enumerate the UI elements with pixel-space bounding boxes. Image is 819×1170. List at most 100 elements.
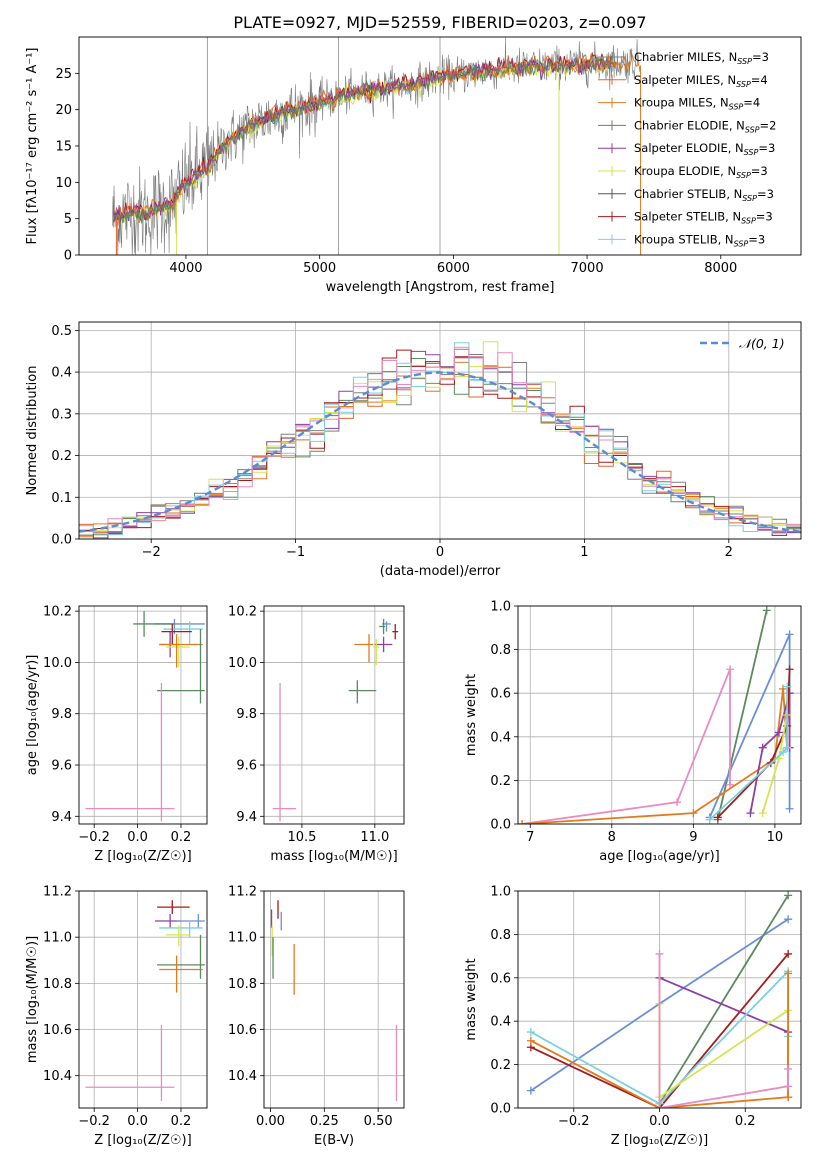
weight-marker: [783, 743, 792, 752]
y-tick-label: 25: [55, 67, 72, 82]
y-tick-label: 11.0: [228, 931, 257, 946]
y-axis-label: mass weight: [464, 958, 479, 1040]
weight-marker: [762, 606, 771, 615]
plot-area: [272, 618, 399, 822]
errorbar-point: [165, 925, 190, 947]
weight-marker: [758, 743, 767, 752]
y-tick-label: 10.6: [228, 1023, 257, 1038]
x-axis-label: age [log₁₀(age/yr)]: [599, 849, 720, 864]
mass-vs-ebv-panel: 0.00 0.25 0.50 10.4 10.6 10.8 11.0 11.2 E(B-V): [228, 885, 405, 1148]
errorbar-point: [165, 636, 190, 668]
errorbar-point: [85, 1024, 175, 1102]
grid: [264, 890, 404, 1108]
axes-frame: [78, 321, 802, 540]
x-tick-label: 0.0: [127, 830, 148, 845]
weight-marker: [526, 1086, 535, 1095]
x-tick-label: 0.0: [649, 1114, 670, 1129]
legend-label: Kroupa MILES, NSSP=4: [634, 96, 760, 112]
y-tick-label: 0.4: [51, 366, 72, 381]
axes-frame: [78, 605, 208, 825]
weight-marker: [774, 728, 783, 737]
x-axis-label: Z [log₁₀(Z/Z☉)]: [94, 849, 191, 864]
residuals-panel: −2 −1 0 1 2 0.0 0.1 0.2 0.3 0.4 0.5 (data-model)/er…: [25, 321, 802, 579]
legend-label: Chabrier MILES, NSSP=3: [634, 50, 769, 66]
x-tick-label: 7: [526, 830, 534, 845]
x-tick-label: 6000: [437, 261, 470, 276]
weight-marker: [779, 684, 788, 693]
errorbar-point: [373, 639, 380, 665]
weight-marker: [726, 665, 735, 674]
y-tick-label: 10: [55, 176, 72, 191]
legend-label: Kroupa STELIB, NSSP=3: [634, 232, 765, 248]
legend-label: Kroupa ELODIE, NSSP=3: [634, 164, 768, 180]
x-tick-label: 0.0: [127, 1114, 148, 1129]
y-tick-label: 10.0: [228, 656, 257, 671]
errorbar-point: [157, 900, 190, 915]
weight-series: [530, 953, 789, 1108]
axes-frame: [263, 890, 405, 1109]
y-tick-label: 0: [64, 249, 72, 264]
y-tick-label: 1.0: [490, 885, 511, 900]
y-tick-label: 9.8: [236, 707, 257, 722]
x-tick-label: 0: [436, 545, 444, 560]
y-axis-label: Flux [fλ10⁻¹⁷ erg cm⁻² s⁻¹ A⁻¹]: [25, 48, 40, 245]
y-tick-label: 0.6: [490, 687, 511, 702]
weight-marker: [785, 804, 794, 813]
weight-marker: [655, 949, 664, 958]
weight-marker: [784, 949, 793, 958]
y-tick-label: 0.4: [490, 730, 511, 745]
age-vs-mass-panel: 10.5 11.0 9.4 9.6 9.8 10.0 10.2 mass [log₁₀(M/M…: [228, 605, 405, 864]
weight-marker: [526, 1036, 535, 1045]
y-tick-label: 0.8: [490, 643, 511, 658]
y-tick-label: 0.2: [51, 449, 72, 464]
weight-marker: [784, 1093, 793, 1102]
y-axis-label: age [log₁₀(age/yr)]: [25, 655, 40, 776]
weight-marker: [655, 1104, 664, 1108]
weight-marker: [705, 815, 714, 824]
x-tick-label: 10: [767, 830, 784, 845]
x-axis-label: mass [log₁₀(M/M☉)]: [270, 849, 397, 864]
plot-area: [518, 606, 794, 824]
y-tick-label: 11.2: [43, 885, 72, 900]
plot-area: [112, 37, 642, 255]
y-tick-label: 5: [64, 212, 72, 227]
weight-series: [708, 633, 791, 818]
x-tick-label: 10.5: [287, 830, 316, 845]
x-tick-label: 8000: [704, 261, 737, 276]
grid: [518, 605, 801, 825]
x-tick-label: 8: [608, 830, 616, 845]
weight-marker: [784, 1082, 793, 1091]
legend-label: Salpeter ELODIE, NSSP=3: [634, 141, 775, 157]
weight-series: [658, 894, 789, 1105]
y-tick-label: 9.4: [51, 810, 72, 825]
weight-series: [658, 1003, 789, 1099]
x-axis-label: wavelength [Angstrom, rest frame]: [326, 280, 555, 295]
y-tick-label: 9.4: [236, 810, 257, 825]
y-axis-label: mass weight: [464, 674, 479, 756]
y-axis-label: Normed distribution: [25, 366, 40, 496]
errorbar-point: [374, 636, 393, 653]
legend-label: Chabrier STELIB, NSSP=3: [634, 187, 774, 203]
errorbar-point: [176, 914, 205, 928]
axes-frame: [263, 605, 405, 825]
y-tick-label: 0.0: [51, 533, 72, 548]
y-tick-label: 0.5: [51, 324, 72, 339]
axes-frame: [78, 36, 802, 256]
legend: Chabrier MILES, NSSP=3 Salpeter MILES, NS…: [598, 50, 776, 248]
legend-label: 𝒩(0, 1): [739, 336, 785, 351]
x-tick-label: 2: [725, 545, 733, 560]
weight-series: [658, 953, 789, 1108]
weight-marker: [779, 748, 788, 757]
grid: [79, 890, 207, 1108]
weight-series: [530, 973, 789, 1108]
grid: [264, 606, 404, 824]
errorbar-point: [392, 623, 399, 640]
x-axis-label: Z [log₁₀(Z/Z☉)]: [94, 1133, 191, 1148]
observed-spectrum: [112, 37, 641, 255]
errorbar-point: [85, 682, 175, 822]
y-tick-label: 10.4: [228, 1069, 257, 1084]
y-tick-label: 0.3: [51, 407, 72, 422]
spectrum-panel: 4000 5000 6000 7000 8000 0 5 10 15 20 25 wavelength…: [25, 36, 802, 295]
legend-label: Chabrier ELODIE, NSSP=2: [634, 118, 776, 134]
y-tick-label: 10.8: [228, 977, 257, 992]
